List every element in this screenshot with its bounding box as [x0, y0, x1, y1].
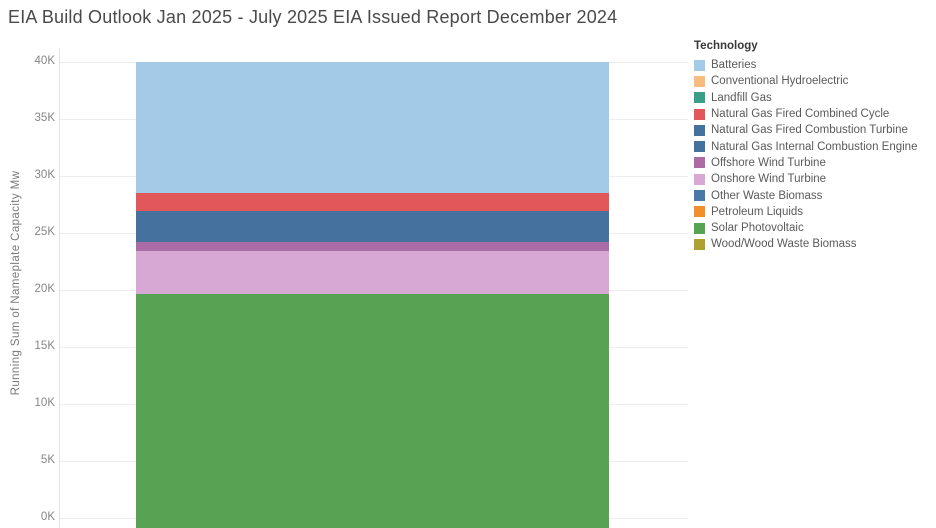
- legend-label-natural-gas-fired-combustion-turbine: Natural Gas Fired Combustion Turbine: [711, 124, 908, 137]
- legend-label-landfill-gas: Landfill Gas: [711, 91, 772, 104]
- legend-swatch-solar-photovoltaic: [694, 222, 705, 234]
- legend-label-wood-wood-waste-biomass: Wood/Wood Waste Biomass: [711, 238, 857, 251]
- legend-swatch-offshore-wind-turbine: [694, 157, 705, 169]
- legend-swatch-landfill-gas: [694, 92, 705, 104]
- bar-segment-batteries[interactable]: [136, 62, 609, 193]
- bar-segment-solar-photovoltaic[interactable]: [136, 293, 609, 528]
- bar-segment-natural-gas-fired-combined-cycle[interactable]: [136, 192, 609, 211]
- legend-label-solar-photovoltaic: Solar Photovoltaic: [711, 222, 804, 235]
- y-tick-label-20k: 20K: [34, 283, 55, 295]
- legend-item-other-waste-biomass[interactable]: Other Waste Biomass: [694, 187, 936, 203]
- bar-segment-natural-gas-fired-combustion-turbine[interactable]: [136, 210, 609, 242]
- y-tick-label-40k: 40K: [34, 55, 55, 67]
- legend-item-batteries[interactable]: Batteries: [694, 57, 936, 73]
- y-tick-label-30k: 30K: [34, 169, 55, 181]
- legend-label-other-waste-biomass: Other Waste Biomass: [711, 189, 823, 202]
- legend-item-natural-gas-internal-combustion-engine[interactable]: Natural Gas Internal Combustion Engine: [694, 138, 936, 154]
- legend-label-natural-gas-internal-combustion-engine: Natural Gas Internal Combustion Engine: [711, 140, 918, 153]
- legend: Technology Batteries Conventional Hydroel…: [694, 40, 936, 253]
- legend-label-batteries: Batteries: [711, 59, 757, 72]
- legend-swatch-petroleum-liquids: [694, 206, 705, 218]
- legend-items: Batteries Conventional Hydroelectric Landf…: [694, 57, 936, 253]
- legend-label-onshore-wind-turbine: Onshore Wind Turbine: [711, 173, 827, 186]
- y-tick-label-0k: 0K: [40, 511, 55, 523]
- y-tick-label-10k: 10K: [34, 397, 55, 409]
- legend-swatch-batteries: [694, 59, 705, 71]
- y-axis-line: [59, 48, 60, 528]
- legend-swatch-conventional-hydroelectric: [694, 75, 705, 87]
- legend-swatch-natural-gas-internal-combustion-engine: [694, 141, 705, 153]
- legend-item-offshore-wind-turbine[interactable]: Offshore Wind Turbine: [694, 155, 936, 171]
- legend-item-wood-wood-waste-biomass[interactable]: Wood/Wood Waste Biomass: [694, 236, 936, 252]
- legend-label-natural-gas-fired-combined-cycle: Natural Gas Fired Combined Cycle: [711, 108, 890, 121]
- legend-title: Technology: [694, 40, 758, 52]
- stacked-bar: [136, 0, 609, 528]
- legend-swatch-wood-wood-waste-biomass: [694, 238, 705, 250]
- bar-segment-offshore-wind-turbine[interactable]: [136, 241, 609, 251]
- legend-label-conventional-hydroelectric: Conventional Hydroelectric: [711, 75, 849, 88]
- legend-swatch-natural-gas-fired-combustion-turbine: [694, 124, 705, 136]
- legend-item-onshore-wind-turbine[interactable]: Onshore Wind Turbine: [694, 171, 936, 187]
- legend-item-natural-gas-fired-combined-cycle[interactable]: Natural Gas Fired Combined Cycle: [694, 106, 936, 122]
- legend-swatch-natural-gas-fired-combined-cycle: [694, 108, 705, 120]
- y-tick-label-35k: 35K: [34, 112, 55, 124]
- legend-item-conventional-hydroelectric[interactable]: Conventional Hydroelectric: [694, 73, 936, 89]
- legend-item-natural-gas-fired-combustion-turbine[interactable]: Natural Gas Fired Combustion Turbine: [694, 122, 936, 138]
- y-tick-label-25k: 25K: [34, 226, 55, 238]
- legend-item-solar-photovoltaic[interactable]: Solar Photovoltaic: [694, 220, 936, 236]
- y-tick-label-5k: 5K: [40, 454, 55, 466]
- legend-item-landfill-gas[interactable]: Landfill Gas: [694, 90, 936, 106]
- y-tick-label-15k: 15K: [34, 340, 55, 352]
- legend-label-offshore-wind-turbine: Offshore Wind Turbine: [711, 156, 826, 169]
- legend-item-petroleum-liquids[interactable]: Petroleum Liquids: [694, 204, 936, 220]
- chart-title: EIA Build Outlook Jan 2025 - July 2025 E…: [8, 7, 618, 27]
- legend-label-petroleum-liquids: Petroleum Liquids: [711, 205, 804, 218]
- legend-swatch-other-waste-biomass: [694, 190, 705, 202]
- legend-swatch-onshore-wind-turbine: [694, 173, 705, 185]
- bar-segment-onshore-wind-turbine[interactable]: [136, 250, 609, 294]
